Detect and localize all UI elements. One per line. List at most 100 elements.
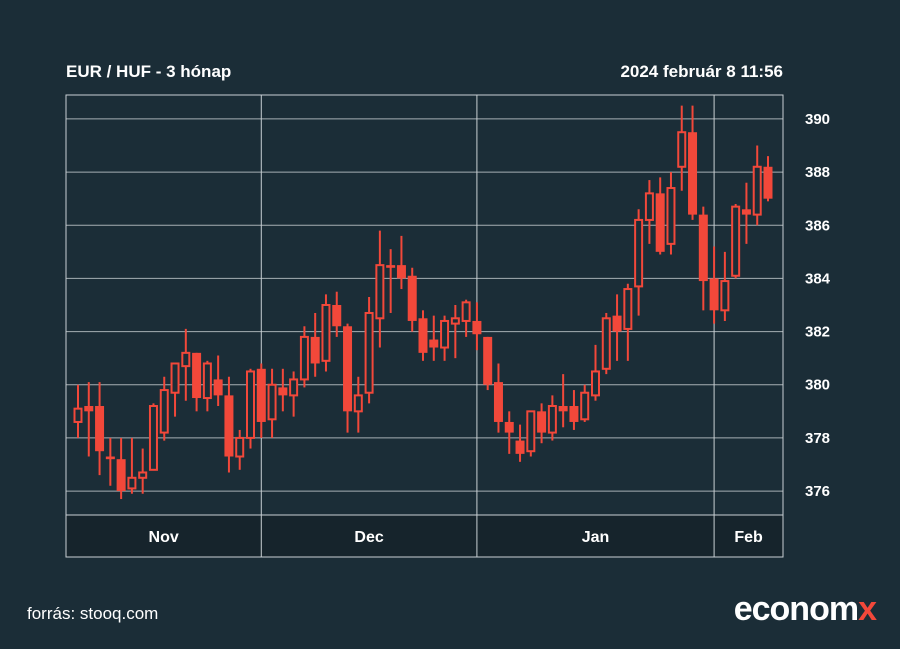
candle (504, 411, 514, 454)
candle (170, 362, 180, 417)
candle (634, 209, 644, 316)
candle (278, 368, 288, 412)
candle-body-down (343, 326, 353, 412)
candle-body-up (623, 288, 633, 330)
candle (375, 230, 385, 348)
candle-body-down (655, 193, 665, 252)
candle-body-up (353, 394, 363, 413)
candle (440, 315, 450, 361)
candle (741, 182, 751, 244)
candle (731, 203, 741, 279)
candle-body-down (116, 459, 126, 492)
candle-body-down (483, 336, 493, 385)
candle-body-up (289, 378, 299, 397)
candle-body-down (224, 395, 234, 457)
candle-body-up (720, 280, 730, 312)
y-tick-label: 386 (805, 217, 830, 234)
candle (677, 105, 687, 191)
candle-body-up (634, 218, 644, 288)
candle-body-down (278, 387, 288, 396)
candle-body-up (267, 383, 277, 421)
candle (256, 363, 266, 438)
candle (84, 382, 94, 457)
month-label: Jan (582, 529, 610, 546)
candle (483, 336, 493, 391)
candle (289, 371, 299, 417)
candle-body-down (472, 320, 482, 335)
candle-body-up (202, 362, 212, 400)
candle-body-down (569, 406, 579, 422)
candle-body-down (256, 368, 266, 422)
plot-frame (65, 94, 784, 558)
y-tick-label: 378 (805, 430, 830, 447)
candle-body-up (148, 405, 158, 471)
candle (95, 382, 105, 476)
candle (429, 315, 439, 361)
candle (407, 267, 417, 332)
candle (192, 352, 202, 412)
candle (591, 344, 600, 401)
candle-body-up (375, 264, 385, 320)
candle (472, 302, 482, 351)
candle (580, 384, 590, 422)
candle-body-up (547, 405, 557, 434)
y-tick-label: 376 (805, 483, 830, 500)
candle (386, 249, 396, 313)
candle (224, 376, 234, 473)
candle (181, 328, 191, 401)
candle-body-down (688, 132, 698, 215)
candle-body-down (213, 379, 223, 396)
candle (73, 384, 83, 438)
candle (332, 291, 342, 337)
candle (547, 395, 557, 441)
candle-body-down (418, 318, 428, 353)
candle-body-down (396, 265, 406, 279)
candle (623, 283, 633, 361)
logo-x: x (858, 590, 877, 628)
candle-body-up (159, 389, 169, 434)
candle-body-down (386, 265, 396, 268)
candle-body-up (450, 317, 460, 325)
candle (267, 368, 277, 438)
candle-body-up (666, 187, 676, 245)
candle (310, 312, 320, 377)
candle (450, 305, 460, 359)
month-label: Feb (734, 529, 763, 546)
candle-body-up (127, 476, 137, 490)
candle (235, 429, 245, 470)
candle-body-up (364, 311, 374, 394)
candle-body-up (644, 192, 654, 221)
candle (202, 360, 212, 412)
candle-body-up (246, 370, 255, 439)
candle (752, 145, 762, 226)
candle-body-down (515, 440, 525, 454)
candle (612, 294, 622, 361)
candle-body-down (192, 352, 202, 399)
candle-body-down (504, 421, 514, 433)
candle-body-up (731, 205, 741, 277)
y-tick-label: 384 (805, 270, 831, 287)
candle-body-up (181, 351, 191, 368)
candle-body-down (493, 382, 503, 422)
candle (299, 326, 309, 388)
candle-body-down (537, 411, 547, 433)
candle (343, 323, 353, 433)
candle-body-up (321, 304, 331, 362)
candle-body-up (235, 436, 245, 458)
candle-body-down (612, 315, 622, 332)
candle-body-up (440, 319, 450, 349)
candle (698, 206, 708, 311)
candle (537, 403, 547, 444)
candle-body-up (677, 131, 687, 168)
candle-body-up (170, 362, 180, 394)
candle-body-up (73, 407, 83, 423)
candle-body-up (461, 301, 471, 322)
candle-body-up (591, 370, 600, 397)
chart-title: EUR / HUF - 3 hónap (66, 62, 232, 81)
candle (720, 251, 730, 321)
candle (159, 376, 169, 441)
candle (763, 156, 773, 202)
candle (655, 177, 665, 255)
candle-body-down (698, 214, 708, 282)
